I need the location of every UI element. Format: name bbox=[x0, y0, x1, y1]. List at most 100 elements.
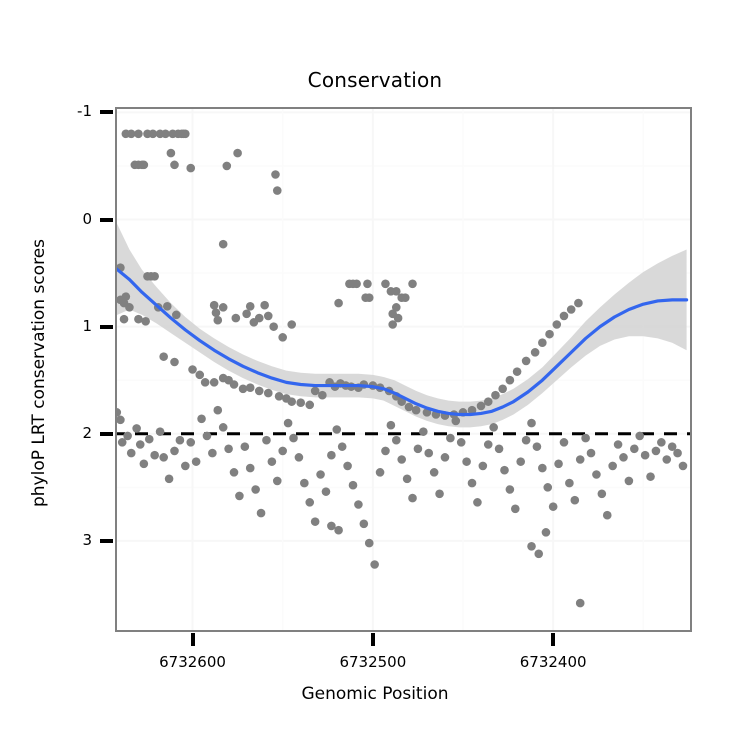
data-point bbox=[229, 468, 239, 477]
data-point bbox=[467, 405, 477, 415]
data-point bbox=[188, 365, 197, 374]
data-point bbox=[478, 461, 488, 471]
data-point bbox=[538, 338, 547, 348]
data-point bbox=[245, 383, 255, 393]
data-point bbox=[123, 431, 132, 441]
data-point bbox=[565, 478, 574, 488]
y-axis-title: phyloP LRT conservation scores bbox=[29, 238, 49, 508]
data-point bbox=[209, 378, 219, 387]
x-axis-title: Genomic Position bbox=[301, 684, 449, 704]
data-point bbox=[516, 457, 525, 466]
data-point bbox=[657, 438, 666, 447]
data-point bbox=[592, 470, 601, 479]
data-point bbox=[310, 517, 320, 526]
data-point bbox=[256, 508, 266, 518]
data-point bbox=[505, 485, 515, 494]
page-title: Conservation bbox=[307, 68, 443, 92]
data-point bbox=[334, 298, 343, 308]
data-point bbox=[462, 457, 471, 466]
data-point bbox=[381, 446, 390, 456]
data-point bbox=[150, 450, 159, 460]
data-point bbox=[554, 459, 563, 469]
x-tick-mark bbox=[190, 633, 195, 646]
data-point bbox=[164, 474, 174, 484]
data-point bbox=[456, 438, 466, 447]
data-point bbox=[195, 370, 205, 380]
y-tick-mark bbox=[100, 110, 113, 115]
data-point bbox=[566, 305, 576, 314]
data-point bbox=[348, 480, 358, 490]
data-point bbox=[352, 279, 361, 289]
data-point bbox=[181, 129, 190, 139]
data-point bbox=[575, 598, 585, 608]
data-point bbox=[126, 448, 136, 458]
y-tick-mark bbox=[100, 431, 113, 436]
data-point bbox=[408, 493, 417, 503]
data-point bbox=[139, 160, 149, 170]
data-point bbox=[294, 453, 304, 462]
data-point bbox=[467, 478, 477, 488]
data-point bbox=[375, 468, 385, 477]
panel-background bbox=[115, 107, 692, 632]
data-point bbox=[305, 400, 315, 410]
data-point bbox=[327, 521, 336, 531]
data-point bbox=[211, 308, 221, 318]
data-point bbox=[559, 311, 569, 321]
data-point bbox=[543, 483, 553, 492]
data-point bbox=[608, 461, 617, 471]
data-point bbox=[245, 463, 255, 473]
data-point bbox=[316, 470, 325, 479]
confidence-band bbox=[115, 219, 687, 428]
data-point bbox=[552, 320, 562, 329]
data-point bbox=[602, 510, 612, 520]
data-point bbox=[274, 391, 284, 401]
confidence-band-layer bbox=[115, 219, 687, 428]
data-point bbox=[231, 313, 241, 323]
data-point bbox=[159, 352, 168, 361]
y-tick-label: 1 bbox=[82, 316, 92, 335]
data-point bbox=[254, 386, 264, 396]
data-point bbox=[155, 427, 165, 436]
data-point bbox=[574, 298, 583, 308]
data-point bbox=[296, 398, 306, 408]
data-point bbox=[117, 438, 127, 447]
data-point bbox=[159, 453, 168, 462]
data-point bbox=[538, 463, 547, 473]
data-point bbox=[386, 420, 396, 430]
data-point bbox=[245, 301, 255, 311]
data-point bbox=[512, 367, 522, 376]
data-point bbox=[224, 444, 233, 454]
data-point bbox=[139, 459, 149, 469]
data-point bbox=[126, 129, 136, 139]
data-point bbox=[619, 453, 628, 462]
data-point bbox=[251, 485, 260, 494]
data-point bbox=[364, 293, 374, 303]
x-tick-label: 6732400 bbox=[519, 653, 587, 671]
data-point bbox=[397, 455, 407, 464]
data-point bbox=[446, 433, 455, 443]
data-point bbox=[500, 465, 509, 475]
data-point bbox=[263, 388, 273, 398]
data-point bbox=[391, 435, 401, 445]
data-point bbox=[242, 309, 251, 319]
data-point bbox=[337, 442, 347, 451]
data-point bbox=[411, 405, 421, 415]
data-point bbox=[586, 448, 596, 458]
data-point bbox=[489, 423, 498, 432]
data-point bbox=[354, 500, 363, 509]
data-point bbox=[170, 357, 179, 367]
data-point bbox=[262, 435, 271, 445]
data-point bbox=[404, 402, 414, 412]
data-point bbox=[191, 457, 201, 466]
data-point bbox=[162, 301, 172, 311]
y-tick-label: 2 bbox=[82, 423, 92, 442]
data-point bbox=[269, 322, 278, 331]
x-tick-mark bbox=[551, 633, 556, 646]
data-point bbox=[235, 491, 244, 501]
data-point bbox=[150, 271, 159, 281]
data-point bbox=[218, 303, 228, 312]
data-point bbox=[521, 356, 531, 366]
x-tick-mark bbox=[370, 633, 375, 646]
data-point bbox=[321, 487, 331, 496]
data-point bbox=[476, 401, 486, 411]
